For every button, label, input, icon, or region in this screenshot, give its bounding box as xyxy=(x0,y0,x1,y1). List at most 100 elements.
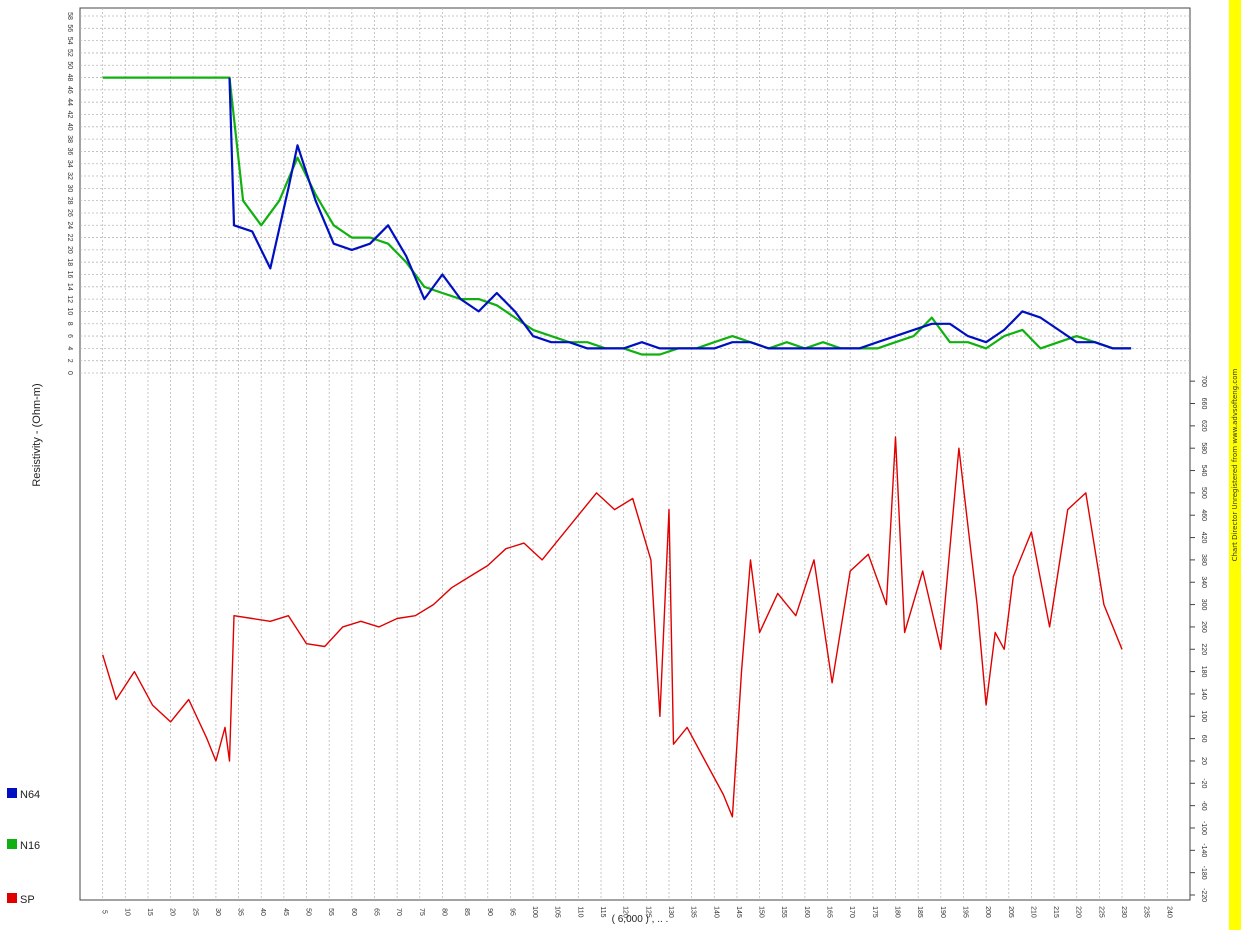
depth-tick-label: 20 xyxy=(169,908,176,916)
unregistered-banner xyxy=(1229,0,1241,930)
sp-tick-label: 340 xyxy=(1200,576,1207,588)
depth-tick-label: 115 xyxy=(599,906,606,917)
sp-tick-label: 180 xyxy=(1200,666,1207,678)
resistivity-tick-label: 26 xyxy=(66,209,73,217)
resistivity-tick-label: 42 xyxy=(66,111,73,119)
depth-tick-label: 70 xyxy=(395,908,402,916)
depth-axis-ticks: 5 10 15 20 25 30 35 40 45 50 55 60 65 70 75 80 85 90 95 100… xyxy=(101,906,1173,918)
depth-tick-label: 210 xyxy=(1029,906,1036,918)
series-line-n16 xyxy=(102,76,1132,356)
depth-tick-label: 220 xyxy=(1075,906,1082,918)
resistivity-tick-label: 48 xyxy=(66,74,73,82)
depth-tick-label: 110 xyxy=(576,906,583,917)
depth-tick-label: 95 xyxy=(508,908,515,916)
depth-tick-label: 145 xyxy=(735,906,742,918)
depth-tick-label: 205 xyxy=(1007,906,1014,918)
plot-frame xyxy=(79,7,1191,901)
series-line-sp xyxy=(102,436,1123,818)
resistivity-tick-label: 30 xyxy=(66,184,73,192)
resistivity-tick-label: 40 xyxy=(66,123,73,131)
resistivity-tick-label: 54 xyxy=(66,37,73,45)
depth-tick-label: 45 xyxy=(282,908,289,916)
resistivity-tick-label: 22 xyxy=(66,234,73,242)
depth-tick-label: 230 xyxy=(1120,906,1127,918)
legend-swatch-n16 xyxy=(7,839,17,849)
sp-tick-label: 660 xyxy=(1200,398,1207,410)
depth-tick-label: 155 xyxy=(780,906,787,918)
sp-tick-label: 580 xyxy=(1200,442,1207,454)
legend-label-n16: N16 xyxy=(20,840,40,852)
depth-tick-label: 150 xyxy=(758,906,765,918)
depth-tick-label: 165 xyxy=(826,906,833,918)
depth-tick-label: 135 xyxy=(690,906,697,918)
depth-tick-label: 215 xyxy=(1052,906,1059,918)
resistivity-tick-label: 24 xyxy=(66,221,73,229)
resistivity-tick-label: 36 xyxy=(66,148,73,156)
chart-grid xyxy=(79,7,1191,901)
resistivity-tick-label: 4 xyxy=(66,346,73,350)
resistivity-tick-label: 20 xyxy=(66,246,73,254)
depth-tick-label: 35 xyxy=(237,908,244,916)
depth-tick-label: 180 xyxy=(894,906,901,918)
resistivity-tick-label: 46 xyxy=(66,86,73,94)
depth-tick-label: 80 xyxy=(440,908,447,916)
resistivity-tick-label: 44 xyxy=(66,98,73,106)
resistivity-tick-label: 56 xyxy=(66,24,73,32)
sp-tick-label: 540 xyxy=(1200,465,1207,477)
depth-tick-label: 125 xyxy=(644,906,651,918)
resistivity-tick-label: 14 xyxy=(66,283,73,291)
depth-tick-label: 130 xyxy=(667,906,674,918)
resistivity-tick-label: 12 xyxy=(66,295,73,303)
sp-tick-label: 620 xyxy=(1200,420,1207,432)
depth-tick-label: 160 xyxy=(803,906,810,918)
depth-tick-label: 195 xyxy=(961,906,968,918)
depth-tick-label: 55 xyxy=(327,908,334,916)
resistivity-tick-label: 18 xyxy=(66,258,73,266)
depth-tick-label: 140 xyxy=(712,906,719,918)
depth-tick-label: 225 xyxy=(1097,906,1104,918)
sp-tick-label: -220 xyxy=(1200,888,1207,902)
sp-axis-ticks: -220 -180 -140 -100 -60 -20 20 60 100 140 180 220 26… xyxy=(1190,375,1207,902)
sp-tick-label: 460 xyxy=(1200,509,1207,521)
resistivity-tick-label: 6 xyxy=(66,334,73,338)
legend-swatch-sp xyxy=(7,893,17,903)
depth-tick-label: 100 xyxy=(531,906,538,918)
depth-tick-label: 120 xyxy=(622,906,629,918)
legend-swatch-n64 xyxy=(7,788,17,798)
sp-tick-label: 20 xyxy=(1200,757,1207,765)
depth-tick-label: 90 xyxy=(486,908,493,916)
sp-tick-label: 220 xyxy=(1200,643,1207,655)
resistivity-axis-ticks: 0246810121416182022242628303234363840424… xyxy=(66,12,73,375)
side-note-text: Chart Director Unregistered from www.adv… xyxy=(1231,368,1239,562)
depth-tick-label: 85 xyxy=(463,908,470,916)
depth-tick-label: 50 xyxy=(305,908,312,916)
depth-tick-label: 5 xyxy=(101,910,108,914)
legend-label-n64: N64 xyxy=(20,789,40,801)
resistivity-tick-label: 32 xyxy=(66,172,73,180)
depth-tick-label: 105 xyxy=(554,906,561,918)
sp-tick-label: 140 xyxy=(1200,688,1207,700)
sp-tick-label: -20 xyxy=(1200,778,1207,788)
sp-tick-label: 100 xyxy=(1200,710,1207,722)
resistivity-tick-label: 34 xyxy=(66,160,73,168)
resistivity-tick-label: 52 xyxy=(66,49,73,57)
series-line-n64 xyxy=(228,77,1132,350)
depth-tick-label: 235 xyxy=(1143,906,1150,918)
resistivity-tick-label: 28 xyxy=(66,197,73,205)
y-axis-label: Resistivity - (Ohm-m) xyxy=(31,383,43,486)
sp-tick-label: -60 xyxy=(1200,801,1207,811)
depth-tick-label: 65 xyxy=(372,908,379,916)
sp-tick-label: 300 xyxy=(1200,599,1207,611)
resistivity-tick-label: 10 xyxy=(66,308,73,316)
resistivity-tick-label: 58 xyxy=(66,12,73,20)
resistivity-tick-label: 38 xyxy=(66,135,73,143)
depth-tick-label: 175 xyxy=(871,906,878,918)
depth-tick-label: 60 xyxy=(350,908,357,916)
sp-tick-label: 500 xyxy=(1200,487,1207,499)
depth-tick-label: 30 xyxy=(214,908,221,916)
sp-tick-label: -100 xyxy=(1200,821,1207,835)
side-note: Chart Director Unregistered from www.adv… xyxy=(1229,0,1241,930)
depth-tick-label: 240 xyxy=(1165,906,1172,918)
depth-tick-label: 75 xyxy=(418,908,425,916)
